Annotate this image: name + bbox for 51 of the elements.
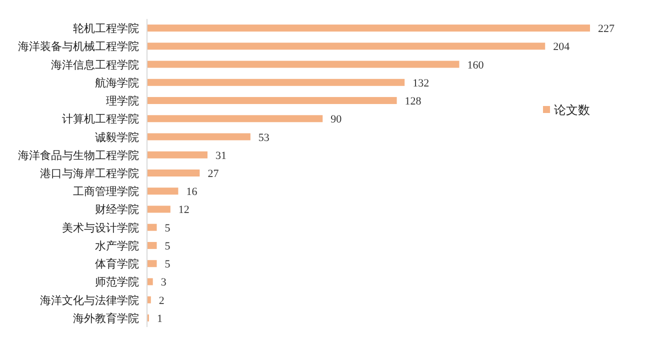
data-label: 5 <box>164 222 171 234</box>
y-tick-label: 美术与设计学院 <box>62 221 139 234</box>
data-label: 5 <box>164 258 171 271</box>
bar <box>147 60 460 68</box>
y-tick-label: 海洋食品与生物工程学院 <box>18 148 139 162</box>
y-tick-label: 诚毅学院 <box>95 130 139 144</box>
data-label: 3 <box>160 276 167 289</box>
data-label: 1 <box>156 312 162 325</box>
bar <box>147 151 208 158</box>
data-label: 31 <box>216 150 226 162</box>
y-tick-label: 工商管理学院 <box>73 185 139 198</box>
data-label: 12 <box>178 204 190 216</box>
data-label: 204 <box>553 41 570 54</box>
bar <box>147 206 170 213</box>
data-label: 160 <box>467 59 484 72</box>
data-label: 90 <box>330 114 342 126</box>
y-tick-label: 轮机工程学院 <box>73 22 139 36</box>
y-tick-label: 海洋信息工程学院 <box>51 58 139 72</box>
bar <box>147 78 405 86</box>
bar <box>147 278 153 286</box>
y-tick-label: 体育学院 <box>95 258 139 271</box>
y-tick-label: 理学院 <box>106 94 139 108</box>
y-tick-label: 港口与海岸工程学院 <box>40 167 139 180</box>
y-tick-label: 海外教育学院 <box>73 312 139 325</box>
bar <box>147 133 250 140</box>
bar <box>147 188 178 195</box>
data-label: 27 <box>208 168 220 180</box>
legend-label: 论文数 <box>554 103 590 117</box>
y-tick-label: 财经学院 <box>95 203 139 216</box>
y-tick-label: 师范学院 <box>95 276 139 289</box>
y-tick-label: 海洋装备与机械工程学院 <box>18 40 139 54</box>
data-label: 5 <box>164 240 171 252</box>
data-label: 2 <box>158 294 164 307</box>
data-label: 227 <box>598 23 615 36</box>
bar <box>147 224 157 231</box>
y-tick-label: 航海学院 <box>95 76 139 90</box>
y-tick-label: 计算机工程学院 <box>62 112 139 126</box>
data-label: 128 <box>404 96 422 108</box>
bar <box>147 42 546 50</box>
y-tick-label: 海洋文化与法律学院 <box>40 294 139 307</box>
bar <box>147 242 157 249</box>
bar <box>147 296 151 304</box>
bar <box>147 24 590 32</box>
data-label: 16 <box>186 186 198 198</box>
bar <box>147 260 157 268</box>
bar <box>147 170 200 176</box>
data-label: 53 <box>258 132 270 144</box>
data-label: 132 <box>412 77 430 90</box>
bar <box>147 97 397 104</box>
bar <box>147 115 323 122</box>
y-tick-label: 水产学院 <box>95 239 139 252</box>
